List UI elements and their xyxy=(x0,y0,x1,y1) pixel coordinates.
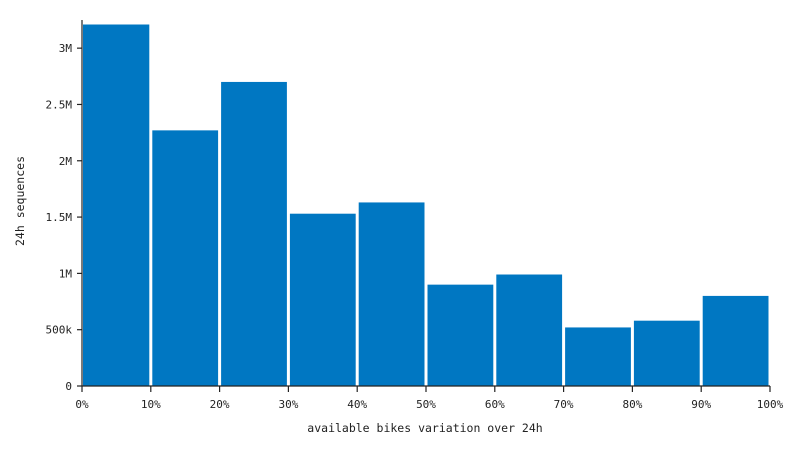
x-tick-label: 70% xyxy=(554,398,574,411)
x-tick-label: 80% xyxy=(622,398,642,411)
x-tick-label: 60% xyxy=(485,398,505,411)
y-tick-label: 500k xyxy=(46,324,73,337)
bar-60-70% xyxy=(496,274,563,386)
y-tick-label: 0 xyxy=(65,380,72,393)
axes-layer: 0 500k 1M 1.5M 2M 2.5M 3M 0% 10% 20% 30% 40% 50% 60% 7… xyxy=(46,20,784,411)
bar-80-90% xyxy=(633,320,700,386)
bar-90-100% xyxy=(702,295,769,386)
x-tick-label: 10% xyxy=(141,398,161,411)
bar-10-20% xyxy=(152,130,219,386)
bar-20-30% xyxy=(221,81,287,386)
bars-layer xyxy=(83,24,769,387)
y-tick-label: 2M xyxy=(59,155,73,168)
x-tick-label: 20% xyxy=(210,398,230,411)
y-tick-label: 2.5M xyxy=(46,98,73,111)
y-axis-title: 24h sequences xyxy=(13,156,27,246)
bar-30-40% xyxy=(289,213,356,386)
bar-70-80% xyxy=(565,327,631,386)
bar-50-60% xyxy=(427,284,494,386)
x-tick-label: 100% xyxy=(757,398,784,411)
y-tick-label: 1.5M xyxy=(46,211,73,224)
x-tick-label: 0% xyxy=(75,398,89,411)
x-tick-label: 40% xyxy=(347,398,367,411)
x-tick-label: 90% xyxy=(691,398,711,411)
y-tick-label: 3M xyxy=(59,42,73,55)
x-tick-label: 50% xyxy=(416,398,436,411)
x-axis-title: available bikes variation over 24h xyxy=(307,421,542,435)
bar-40-50% xyxy=(358,202,425,386)
bar-0-10% xyxy=(83,24,150,387)
y-tick-label: 1M xyxy=(59,267,73,280)
x-tick-label: 30% xyxy=(278,398,298,411)
